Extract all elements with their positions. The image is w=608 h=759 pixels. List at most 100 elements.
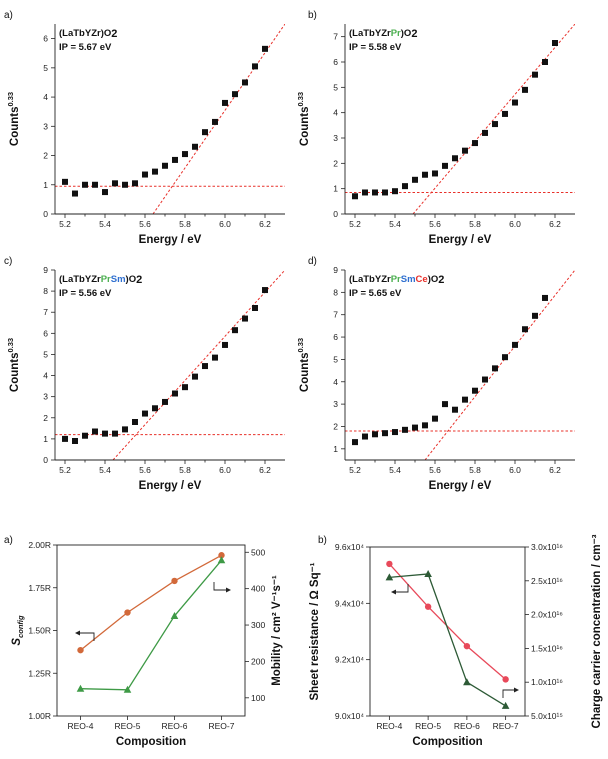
sample-label: (LaTbYZrPrSm)O2 [59, 274, 142, 286]
data-point [392, 429, 398, 436]
left-axis-arrow [394, 584, 409, 593]
y-tick-label: 8 [43, 286, 48, 296]
x-tick-label: 6.0 [509, 465, 521, 475]
right-y-tick-label: 2.5x10¹⁶ [531, 576, 563, 586]
data-point [182, 151, 188, 158]
onset-fit-line [112, 270, 285, 460]
y-tick-label: 3 [43, 121, 48, 131]
right-axis-arrowhead [514, 687, 519, 693]
x-tick-label: 5.6 [139, 219, 151, 229]
y-tick-label: 3 [333, 133, 338, 143]
data-point [452, 155, 458, 162]
data-point [412, 176, 418, 183]
onset-fit-line [424, 270, 575, 460]
right-axis-arrow [213, 582, 228, 591]
y-tick-label: 9 [333, 265, 338, 275]
category-label: REO-6 [162, 721, 188, 731]
data-point [422, 171, 428, 178]
panel-ups-c: c) 5.2 5.4 5.6 5.8 6.0 6.2 0 1 2 3 4 5 6 7 8 9 (LaTbYZrPr… [4, 256, 285, 492]
category-label: REO-6 [454, 721, 480, 731]
y-axis-label: Counts0.33 [296, 338, 311, 392]
series-line [80, 554, 222, 651]
data-point [162, 162, 168, 169]
data-point [242, 315, 248, 322]
data-point [422, 422, 428, 429]
data-point [542, 59, 548, 65]
data-point [372, 189, 378, 196]
data-point [352, 193, 358, 200]
y-tick-label: 2 [43, 413, 48, 423]
panel-ups-d: d) 5.2 5.4 5.6 5.8 6.0 6.2 1 2 3 4 5 6 7 8 9 (LaTbYZrPrS… [296, 256, 575, 492]
y-axis-label: Counts0.33 [6, 338, 21, 392]
data-point [77, 646, 84, 654]
left-y-axis-label: Sheet resistance / Ω Sq⁻¹ [309, 562, 321, 700]
data-point [202, 129, 208, 136]
left-y-tick-label: 1.50R [28, 626, 51, 636]
y-tick-label: 5 [43, 349, 48, 359]
x-tick-label: 5.6 [429, 219, 441, 229]
category-label: REO-4 [68, 721, 94, 731]
data-point [512, 341, 518, 348]
x-tick-label: 5.8 [469, 219, 481, 229]
panel-label: a) [4, 535, 13, 546]
data-point [432, 415, 438, 422]
sample-label: (LaTbYZr)O2 [59, 28, 117, 40]
data-point [385, 573, 394, 581]
data-point [402, 183, 408, 190]
data-point [62, 435, 68, 442]
x-tick-label: 5.2 [349, 219, 361, 229]
data-point [362, 433, 368, 440]
data-point [82, 432, 88, 439]
panel-ups-a: a) 5.2 5.4 5.6 5.8 6.0 6.2 0 1 2 3 4 5 6 (LaTbYZr)O2 IP… [4, 10, 285, 246]
right-y-tick-label: 300 [251, 620, 265, 630]
category-label: REO-5 [415, 721, 441, 731]
data-point [262, 45, 268, 52]
onset-fit-line [152, 24, 285, 214]
data-point [162, 398, 168, 405]
y-tick-label: 1 [43, 434, 48, 444]
y-tick-label: 5 [43, 63, 48, 73]
data-point [482, 376, 488, 383]
x-tick-label: 6.2 [549, 465, 561, 475]
data-point [102, 430, 108, 437]
right-y-axis-label: Charge carrier concentration / cm⁻³ [591, 534, 603, 728]
y-tick-label: 3 [43, 392, 48, 402]
left-y-tick-label: 9.6x10⁴ [335, 542, 365, 552]
y-tick-label: 7 [333, 32, 338, 42]
data-point [442, 162, 448, 169]
data-point [252, 305, 258, 311]
data-point [392, 188, 398, 195]
data-point [382, 430, 388, 437]
data-point [232, 327, 238, 334]
data-point [122, 426, 128, 433]
x-tick-label: 6.2 [259, 219, 271, 229]
x-tick-label: 5.4 [389, 219, 401, 229]
data-point [112, 180, 118, 187]
data-point [112, 430, 118, 437]
data-point [424, 570, 432, 578]
data-point [532, 71, 538, 78]
data-point [462, 396, 468, 403]
data-point [212, 118, 218, 125]
data-point [352, 439, 358, 446]
data-point [472, 387, 478, 394]
right-y-tick-label: 400 [251, 584, 265, 594]
x-axis-label: Composition [412, 736, 482, 748]
data-point [502, 354, 508, 361]
x-axis-label: Energy / eV [429, 234, 492, 246]
y-axis-label: Counts0.33 [6, 92, 21, 146]
x-tick-label: 6.2 [259, 465, 271, 475]
y-tick-label: 6 [333, 57, 338, 67]
x-tick-label: 5.4 [389, 465, 401, 475]
data-point [462, 147, 468, 154]
ip-label: IP = 5.58 eV [349, 42, 402, 53]
data-point [182, 384, 188, 391]
data-point [463, 678, 471, 686]
left-y-tick-label: 1.75R [28, 583, 51, 593]
x-axis-label: Energy / eV [139, 234, 202, 246]
panel-label: d) [308, 256, 317, 267]
right-y-tick-label: 2.0x10¹⁶ [531, 610, 563, 620]
ip-label: IP = 5.67 eV [59, 42, 112, 53]
category-label: REO-4 [376, 721, 402, 731]
